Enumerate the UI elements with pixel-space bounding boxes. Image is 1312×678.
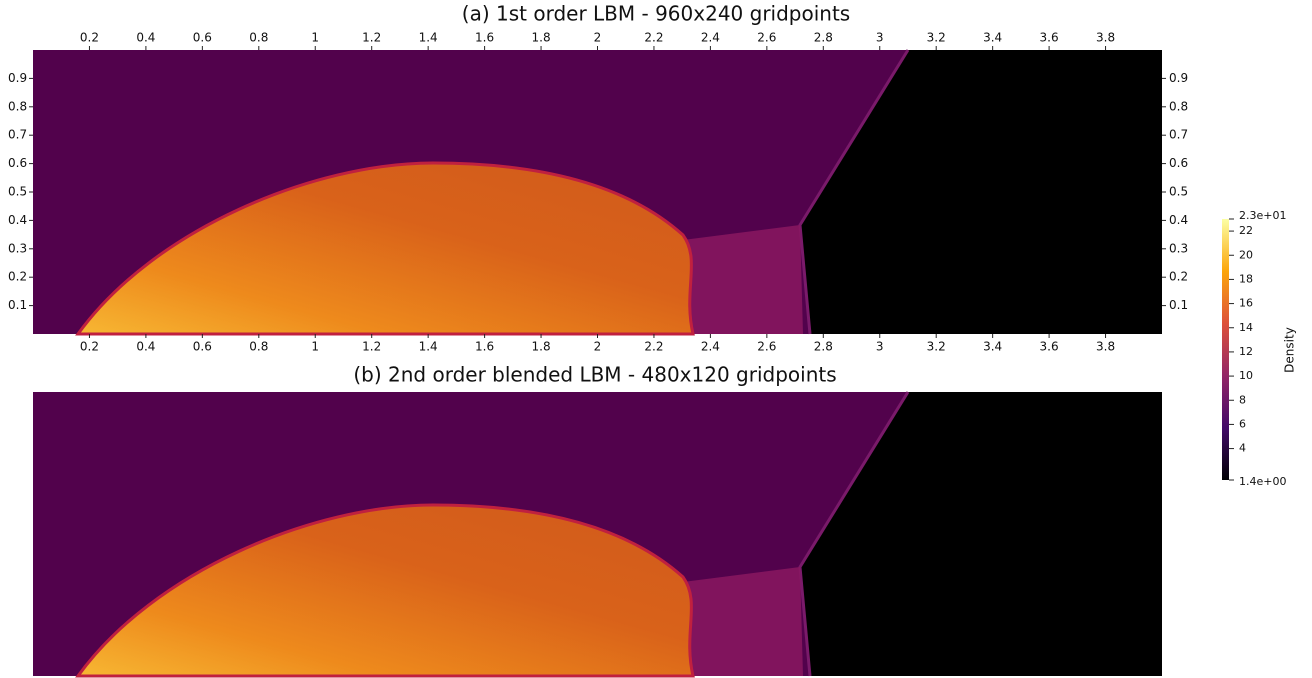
y-tick-label: 0.8: [1169, 99, 1188, 113]
colorbar-tick-label: 10: [1239, 369, 1253, 382]
colorbar-tick-label: 22: [1239, 224, 1253, 237]
x-tick-label: 1.2: [362, 340, 381, 354]
colorbar-tick-label: 1.4e+00: [1239, 475, 1286, 488]
density-field: [31, 390, 1164, 678]
x-tick-label: 3.6: [1040, 31, 1059, 45]
x-tick-label: 2.4: [701, 31, 720, 45]
x-tick-label: 0.4: [136, 340, 155, 354]
x-tick-label: 2: [594, 31, 602, 45]
x-tick-label: 2.4: [701, 340, 720, 354]
x-tick-label: 1.6: [475, 31, 494, 45]
x-tick-label: 3.6: [1040, 340, 1059, 354]
y-tick-label: 0.6: [8, 156, 27, 170]
x-tick-label: 1.4: [419, 340, 438, 354]
x-tick-label: 1.8: [532, 340, 551, 354]
x-tick-label: 2.8: [814, 340, 833, 354]
y-tick-label: 0.7: [1169, 128, 1188, 142]
colorbar-label: Density: [1283, 327, 1297, 373]
x-tick-label: 0.4: [136, 31, 155, 45]
colorbar: [1222, 219, 1229, 480]
y-tick-label: 0.8: [8, 99, 27, 113]
x-tick-label: 2.2: [644, 340, 663, 354]
colorbar-tick-label: 6: [1239, 417, 1246, 430]
y-tick-label: 0.1: [8, 298, 27, 312]
y-tick-label: 0.4: [1169, 213, 1188, 227]
colorbar-tick-label: 12: [1239, 345, 1253, 358]
y-tick-label: 0.2: [8, 270, 27, 284]
x-tick-label: 0.8: [249, 340, 268, 354]
y-tick-label: 0.7: [8, 128, 27, 142]
x-tick-label: 3: [876, 31, 884, 45]
x-tick-label: 3.2: [927, 31, 946, 45]
y-tick-label: 0.9: [8, 71, 27, 85]
x-tick-label: 1: [311, 31, 319, 45]
x-tick-label: 0.2: [80, 31, 99, 45]
colorbar-tick-label: 8: [1239, 393, 1246, 406]
y-tick-label: 0.5: [8, 185, 27, 199]
colorbar-tick-label: 18: [1239, 272, 1253, 285]
chart-title: (b) 2nd order blended LBM - 480x120 grid…: [353, 363, 836, 387]
x-tick-label: 0.8: [249, 31, 268, 45]
x-tick-label: 3.2: [927, 340, 946, 354]
y-tick-label: 0.6: [1169, 156, 1188, 170]
colorbar-tick-label: 14: [1239, 321, 1253, 334]
x-tick-label: 0.6: [193, 340, 212, 354]
colorbar-tick-label: 4: [1239, 442, 1246, 455]
y-tick-label: 0.1: [1169, 298, 1188, 312]
x-tick-label: 3: [876, 340, 884, 354]
x-tick-label: 3.8: [1096, 340, 1115, 354]
x-tick-label: 2.2: [644, 31, 663, 45]
y-tick-label: 0.3: [1169, 241, 1188, 255]
x-tick-label: 3.8: [1096, 31, 1115, 45]
chart-title: (a) 1st order LBM - 960x240 gridpoints: [462, 2, 850, 26]
y-tick-label: 0.9: [1169, 71, 1188, 85]
x-tick-label: 2.6: [757, 340, 776, 354]
colorbar-tick-label: 16: [1239, 297, 1253, 310]
density-field: [31, 48, 1164, 336]
x-tick-label: 0.6: [193, 31, 212, 45]
x-tick-label: 1: [311, 340, 319, 354]
x-tick-label: 3.4: [983, 340, 1002, 354]
x-tick-label: 3.4: [983, 31, 1002, 45]
x-tick-label: 2: [594, 340, 602, 354]
colorbar-tick-label: 20: [1239, 248, 1253, 261]
x-tick-label: 1.4: [419, 31, 438, 45]
x-tick-label: 0.2: [80, 340, 99, 354]
x-tick-label: 2.8: [814, 31, 833, 45]
x-tick-label: 1.8: [532, 31, 551, 45]
y-tick-label: 0.5: [1169, 185, 1188, 199]
x-tick-label: 1.2: [362, 31, 381, 45]
y-tick-label: 0.3: [8, 241, 27, 255]
y-tick-label: 0.4: [8, 213, 27, 227]
y-tick-label: 0.2: [1169, 270, 1188, 284]
colorbar-tick-label: 2.3e+01: [1239, 209, 1286, 222]
x-tick-label: 1.6: [475, 340, 494, 354]
x-tick-label: 2.6: [757, 31, 776, 45]
